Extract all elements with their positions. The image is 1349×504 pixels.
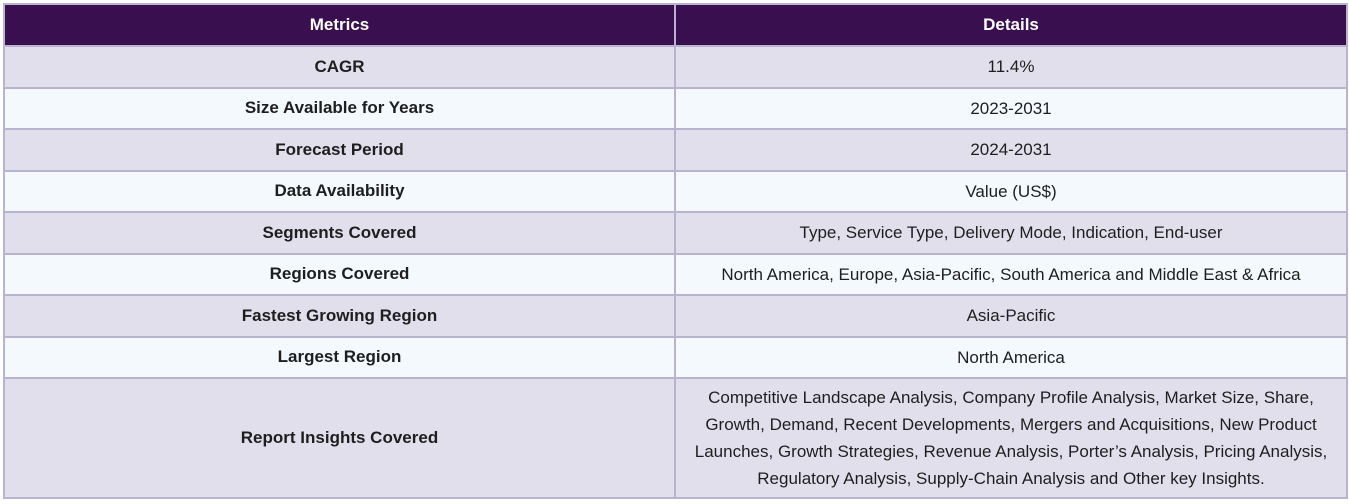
table-header-row: Metrics Details (3, 3, 1348, 47)
detail-cell: 2024-2031 (674, 128, 1348, 172)
table-row: Data Availability Value (US$) (3, 169, 1348, 213)
metric-cell: Fastest Growing Region (3, 294, 676, 338)
table-row: Report Insights Covered Competitive Land… (3, 377, 1348, 499)
metric-cell: Report Insights Covered (3, 377, 676, 499)
detail-cell: Value (US$) (674, 169, 1348, 213)
report-metrics-table-container: Metrics Details CAGR 11.4% Size Availabl… (3, 3, 1348, 499)
table-row: Segments Covered Type, Service Type, Del… (3, 211, 1348, 255)
metrics-column-header: Metrics (3, 3, 676, 47)
detail-cell: Type, Service Type, Delivery Mode, Indic… (674, 211, 1348, 255)
table-row: CAGR 11.4% (3, 45, 1348, 89)
table-row: Largest Region North America (3, 335, 1348, 379)
detail-cell: North America (674, 335, 1348, 379)
detail-cell: Asia-Pacific (674, 294, 1348, 338)
report-metrics-table: Metrics Details CAGR 11.4% Size Availabl… (3, 3, 1348, 499)
detail-cell: Competitive Landscape Analysis, Company … (674, 377, 1348, 499)
detail-cell: 2023-2031 (674, 86, 1348, 130)
metric-cell: Regions Covered (3, 252, 676, 296)
table-row: Size Available for Years 2023-2031 (3, 86, 1348, 130)
metric-cell: CAGR (3, 45, 676, 89)
detail-cell: 11.4% (674, 45, 1348, 89)
metric-cell: Forecast Period (3, 128, 676, 172)
table-row: Regions Covered North America, Europe, A… (3, 252, 1348, 296)
metric-cell: Size Available for Years (3, 86, 676, 130)
table-row: Forecast Period 2024-2031 (3, 128, 1348, 172)
metric-cell: Segments Covered (3, 211, 676, 255)
metric-cell: Largest Region (3, 335, 676, 379)
table-row: Fastest Growing Region Asia-Pacific (3, 294, 1348, 338)
details-column-header: Details (674, 3, 1348, 47)
detail-cell: North America, Europe, Asia-Pacific, Sou… (674, 252, 1348, 296)
metric-cell: Data Availability (3, 169, 676, 213)
